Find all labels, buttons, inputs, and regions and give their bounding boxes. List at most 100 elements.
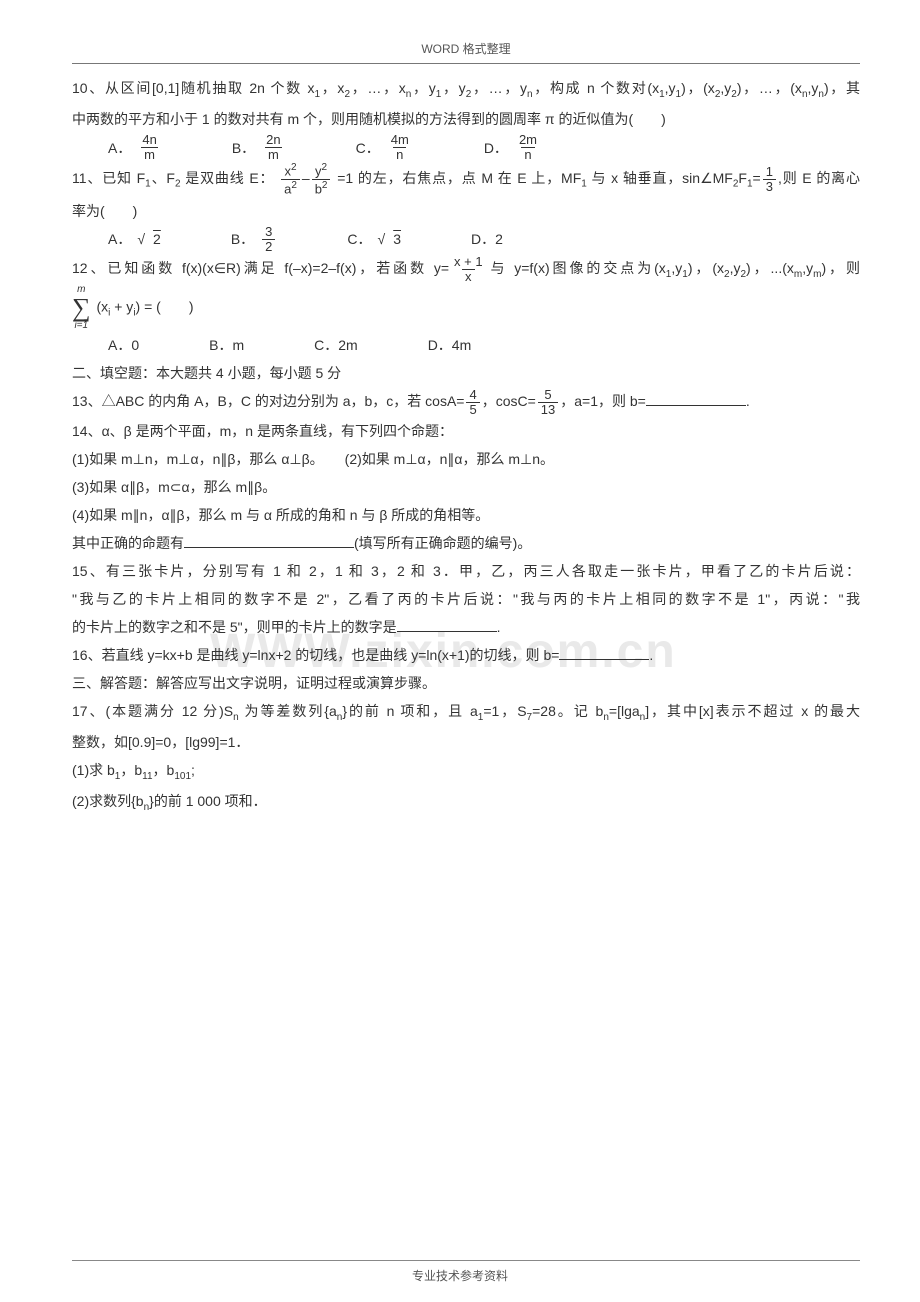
sup: 2 (291, 180, 297, 191)
fraction: x + 1x (451, 255, 486, 285)
answer-blank (559, 659, 649, 660)
t: + y (110, 299, 133, 315)
sup: 2 (322, 162, 328, 173)
t: (1)求 b (72, 762, 115, 778)
q10-opt-b: B．2nm (232, 133, 286, 163)
q12-opt-b: B．m (209, 331, 244, 359)
t: ，y (411, 80, 435, 96)
fraction: 2nm (263, 133, 283, 163)
q11-line1: 11、已知 F1、F2 是双曲线 E： x2a2–y2b2 =1 的左，右焦点，… (72, 162, 860, 196)
q15-l1: 15、有三张卡片，分别写有 1 和 2，1 和 3，2 和 3．甲，乙，丙三人各… (72, 557, 860, 585)
t: . (497, 619, 501, 635)
q14-tail: 其中正确的命题有(填写所有正确命题的编号)。 (72, 529, 860, 557)
fraction: 513 (538, 388, 558, 418)
t: ) = ( ) (136, 299, 194, 315)
t: ，a=1，则 b= (560, 393, 646, 409)
fraction: 4nm (139, 133, 159, 163)
v: b (315, 181, 322, 196)
den: a2 (281, 179, 300, 197)
q12-sigma-line: m∑i=1 (xi + yi) = ( ) (72, 285, 860, 331)
sup: 2 (291, 162, 297, 173)
num: 4n (139, 133, 159, 147)
t: )，...(x (746, 260, 794, 276)
t: ,y (665, 80, 676, 96)
q10-opt-a: A． 4nm (108, 133, 162, 163)
t: 与 x 轴垂直，sin∠MF (587, 170, 733, 186)
fraction: y2b2 (312, 162, 331, 196)
num: 5 (541, 388, 554, 402)
den: 3 (763, 179, 776, 194)
label: A． (108, 134, 131, 162)
q10-opt-c: C． 4mn (356, 133, 414, 163)
t: 与 y=f(x)图像的交点为(x (488, 260, 666, 276)
t: =28。记 b (532, 703, 603, 719)
t: ; (191, 762, 195, 778)
q12-opt-c: C．2m (314, 331, 358, 359)
q16-line: 16、若直线 y=kx+b 是曲线 y=lnx+2 的切线，也是曲线 y=ln(… (72, 641, 860, 669)
sub: m (794, 269, 802, 280)
t: ,y (802, 260, 813, 276)
q11-line2: 率为( ) (72, 197, 860, 225)
q17-p1: (1)求 b1，b11，b101; (72, 756, 860, 787)
num: 4 (466, 388, 479, 402)
t: 12、已知函数 f(x)(x∈R)满足 f(–x)=2–f(x)，若函数 y= (72, 260, 449, 276)
q14-p4: (4)如果 m∥n，α∥β，那么 m 与 α 所成的角和 n 与 β 所成的角相… (72, 501, 860, 529)
footer-rule (72, 1260, 860, 1261)
den: 5 (466, 402, 479, 417)
answer-blank (184, 547, 354, 548)
q14-p3: (3)如果 α∥β，m⊂α，那么 m∥β。 (72, 473, 860, 501)
num: 4m (388, 133, 412, 147)
label: A． (108, 225, 131, 253)
q10-line2: 中两数的平方和小于 1 的数对共有 m 个，则用随机模拟的方法得到的圆周率 π … (72, 105, 860, 133)
t: }的前 n 项和，且 a (342, 703, 477, 719)
sup: 2 (322, 180, 328, 191)
t: 11、已知 F (72, 170, 145, 186)
num: 2m (516, 133, 540, 147)
den: n (521, 147, 534, 162)
t: )，则 (821, 260, 860, 276)
q11-opt-a: A．√2 (108, 225, 161, 255)
t: =1，S (483, 703, 526, 719)
q17-l2: 整数，如[0.9]=0，[lg99]=1． (72, 728, 860, 756)
fraction: x2a2 (281, 162, 300, 196)
sub: 101 (174, 771, 191, 782)
den: m (141, 147, 158, 162)
t: ]，其中[x]表示不超过 x 的最大 (645, 703, 860, 719)
t: ,y (730, 260, 741, 276)
label: C． (356, 134, 380, 162)
t: ，b (120, 762, 142, 778)
t: 为等差数列{a (239, 703, 337, 719)
t: )，(x (681, 80, 715, 96)
q12-line1: 12、已知函数 f(x)(x∈R)满足 f(–x)=2–f(x)，若函数 y=x… (72, 254, 860, 285)
section3-title: 三、解答题：解答应写出文字说明，证明过程或演算步骤。 (72, 669, 860, 697)
bot: i=1 (74, 321, 88, 331)
t: . (649, 647, 653, 663)
num: x + 1 (451, 255, 486, 269)
t: ,y (671, 260, 682, 276)
t: F (738, 170, 747, 186)
t: 其中正确的命题有 (72, 535, 184, 551)
fraction: 45 (466, 388, 479, 418)
t: ,y (720, 80, 731, 96)
label: D． (484, 134, 508, 162)
t: ，…，x (350, 80, 406, 96)
t: 、F (151, 170, 175, 186)
num: 3 (262, 225, 275, 239)
sub: 11 (142, 771, 152, 782)
answer-blank (646, 405, 746, 406)
footer-block: 专业技术参考资料 (0, 1260, 920, 1284)
q10-opt-d: D． 2mn (484, 133, 542, 163)
t: 13、△ABC 的内角 A，B，C 的对边分别为 a，b，c，若 cosA= (72, 393, 464, 409)
t: )，(x (688, 260, 724, 276)
t: 16、若直线 y=kx+b 是曲线 y=lnx+2 的切线，也是曲线 y=ln(… (72, 647, 559, 663)
fraction: 4mn (388, 133, 412, 163)
q12-opt-a: A．0 (108, 331, 139, 359)
q17-l1: 17、(本题满分 12 分)Sn 为等差数列{an}的前 n 项和，且 a1=1… (72, 697, 860, 728)
t: =1 的左，右焦点，点 M 在 E 上，MF (337, 170, 581, 186)
num: 2n (263, 133, 283, 147)
t: = (753, 170, 761, 186)
sigma-icon: m∑i=1 (72, 285, 91, 331)
num: x2 (281, 162, 299, 179)
q10-text: 10、从区间[0,1]随机抽取 2n 个数 x (72, 80, 314, 96)
fraction: 13 (763, 165, 776, 195)
